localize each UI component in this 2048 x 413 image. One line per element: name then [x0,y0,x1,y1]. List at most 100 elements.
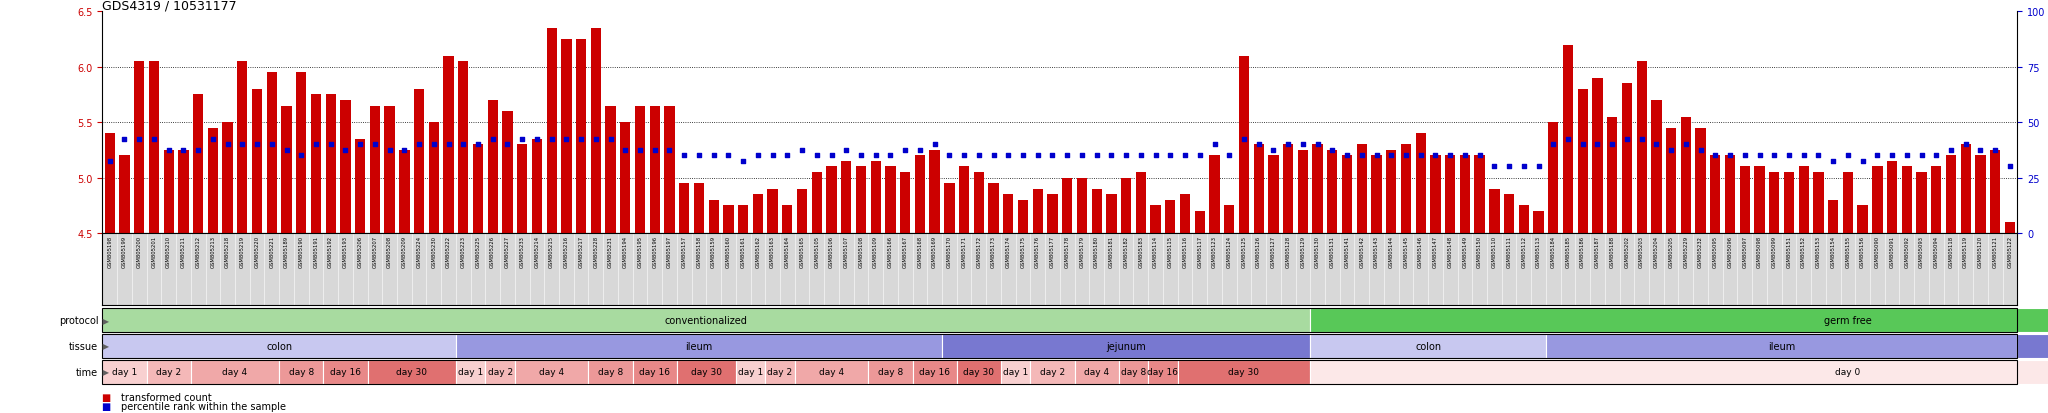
Bar [754,195,764,233]
Text: GSM805148: GSM805148 [1448,235,1452,268]
Bar [1520,206,1530,233]
Text: GSM805180: GSM805180 [1094,235,1100,268]
Bar [1282,145,1292,233]
Text: GSM805183: GSM805183 [1139,235,1143,268]
Text: GSM805169: GSM805169 [932,235,938,268]
Point [1890,153,1923,159]
Bar [1872,167,1882,233]
Point [1640,142,1673,148]
Text: GSM805188: GSM805188 [1610,235,1614,268]
Bar [1225,206,1235,233]
Text: day 16: day 16 [1147,367,1178,376]
Text: GSM805221: GSM805221 [268,235,274,268]
Point [1139,153,1171,159]
Bar [547,29,557,233]
Point [418,142,451,148]
Bar [989,184,999,233]
Text: colon: colon [266,341,293,351]
Text: day 0: day 0 [1835,367,1860,376]
Point [446,142,479,148]
Point [197,136,229,143]
Bar [385,106,395,233]
Point [387,147,420,154]
Bar [1886,161,1896,233]
Bar [1991,150,2001,233]
Text: GSM805142: GSM805142 [1360,235,1364,268]
Point [1374,153,1407,159]
Text: GDS4319 / 10531177: GDS4319 / 10531177 [102,0,238,12]
Bar [1475,156,1485,233]
Text: percentile rank within the sample: percentile rank within the sample [121,401,287,411]
Point [1493,164,1526,171]
Text: GSM805231: GSM805231 [608,235,612,268]
Bar [1077,178,1087,233]
Point [168,147,201,154]
Point [109,136,141,143]
Point [225,142,258,148]
Bar [1577,90,1587,233]
Bar [635,106,645,233]
Bar [104,134,115,233]
Point [696,153,729,159]
Bar [1739,167,1749,233]
Bar [1489,189,1499,233]
Text: GSM805143: GSM805143 [1374,235,1378,268]
Text: ileum: ileum [1767,341,1796,351]
Text: GSM805113: GSM805113 [1536,235,1540,268]
Text: GSM805228: GSM805228 [594,235,598,268]
Text: GSM805096: GSM805096 [1729,235,1733,268]
Text: GSM805222: GSM805222 [446,235,451,268]
Point [520,136,553,143]
Text: day 2: day 2 [487,367,512,376]
Point [1743,153,1776,159]
Bar [1032,189,1042,233]
Text: GSM805219: GSM805219 [240,235,246,268]
Point [1300,142,1333,148]
Text: day 30: day 30 [1229,367,1260,376]
Text: GSM805097: GSM805097 [1743,235,1747,268]
Text: GSM805211: GSM805211 [180,235,186,268]
Text: ▶: ▶ [100,342,109,351]
Bar [252,90,262,233]
Bar [1446,156,1456,233]
Text: GSM805111: GSM805111 [1507,235,1511,268]
Text: GSM805165: GSM805165 [799,235,805,268]
Bar [723,206,733,233]
Text: GSM805220: GSM805220 [254,235,260,268]
Bar [2005,222,2015,233]
Point [344,142,377,148]
Point [358,142,391,148]
Bar [1047,195,1057,233]
Bar [842,161,852,233]
Bar [1651,101,1661,233]
Point [1286,142,1319,148]
Bar [150,62,160,233]
Text: day 8: day 8 [879,367,903,376]
Point [977,153,1010,159]
Text: GSM805182: GSM805182 [1124,235,1128,268]
Point [1405,153,1438,159]
Text: tissue: tissue [70,341,98,351]
Text: GSM805217: GSM805217 [580,235,584,268]
Point [1788,153,1821,159]
Text: day 8: day 8 [1120,367,1147,376]
Point [1552,136,1585,143]
Point [1935,147,1968,154]
Text: colon: colon [1415,341,1442,351]
Bar [973,173,983,233]
Text: day 8: day 8 [289,367,313,376]
Bar [1180,195,1190,233]
Bar [915,156,926,233]
Bar [664,106,674,233]
Point [1346,153,1378,159]
Bar [1534,211,1544,233]
Bar [1106,195,1116,233]
Point [682,153,715,159]
Text: GSM805158: GSM805158 [696,235,702,268]
Text: GSM805131: GSM805131 [1329,235,1335,268]
Text: GSM805150: GSM805150 [1477,235,1483,268]
Text: ▶: ▶ [100,367,109,376]
Text: GSM805189: GSM805189 [285,235,289,268]
Bar [1769,173,1780,233]
Text: GSM805130: GSM805130 [1315,235,1321,268]
